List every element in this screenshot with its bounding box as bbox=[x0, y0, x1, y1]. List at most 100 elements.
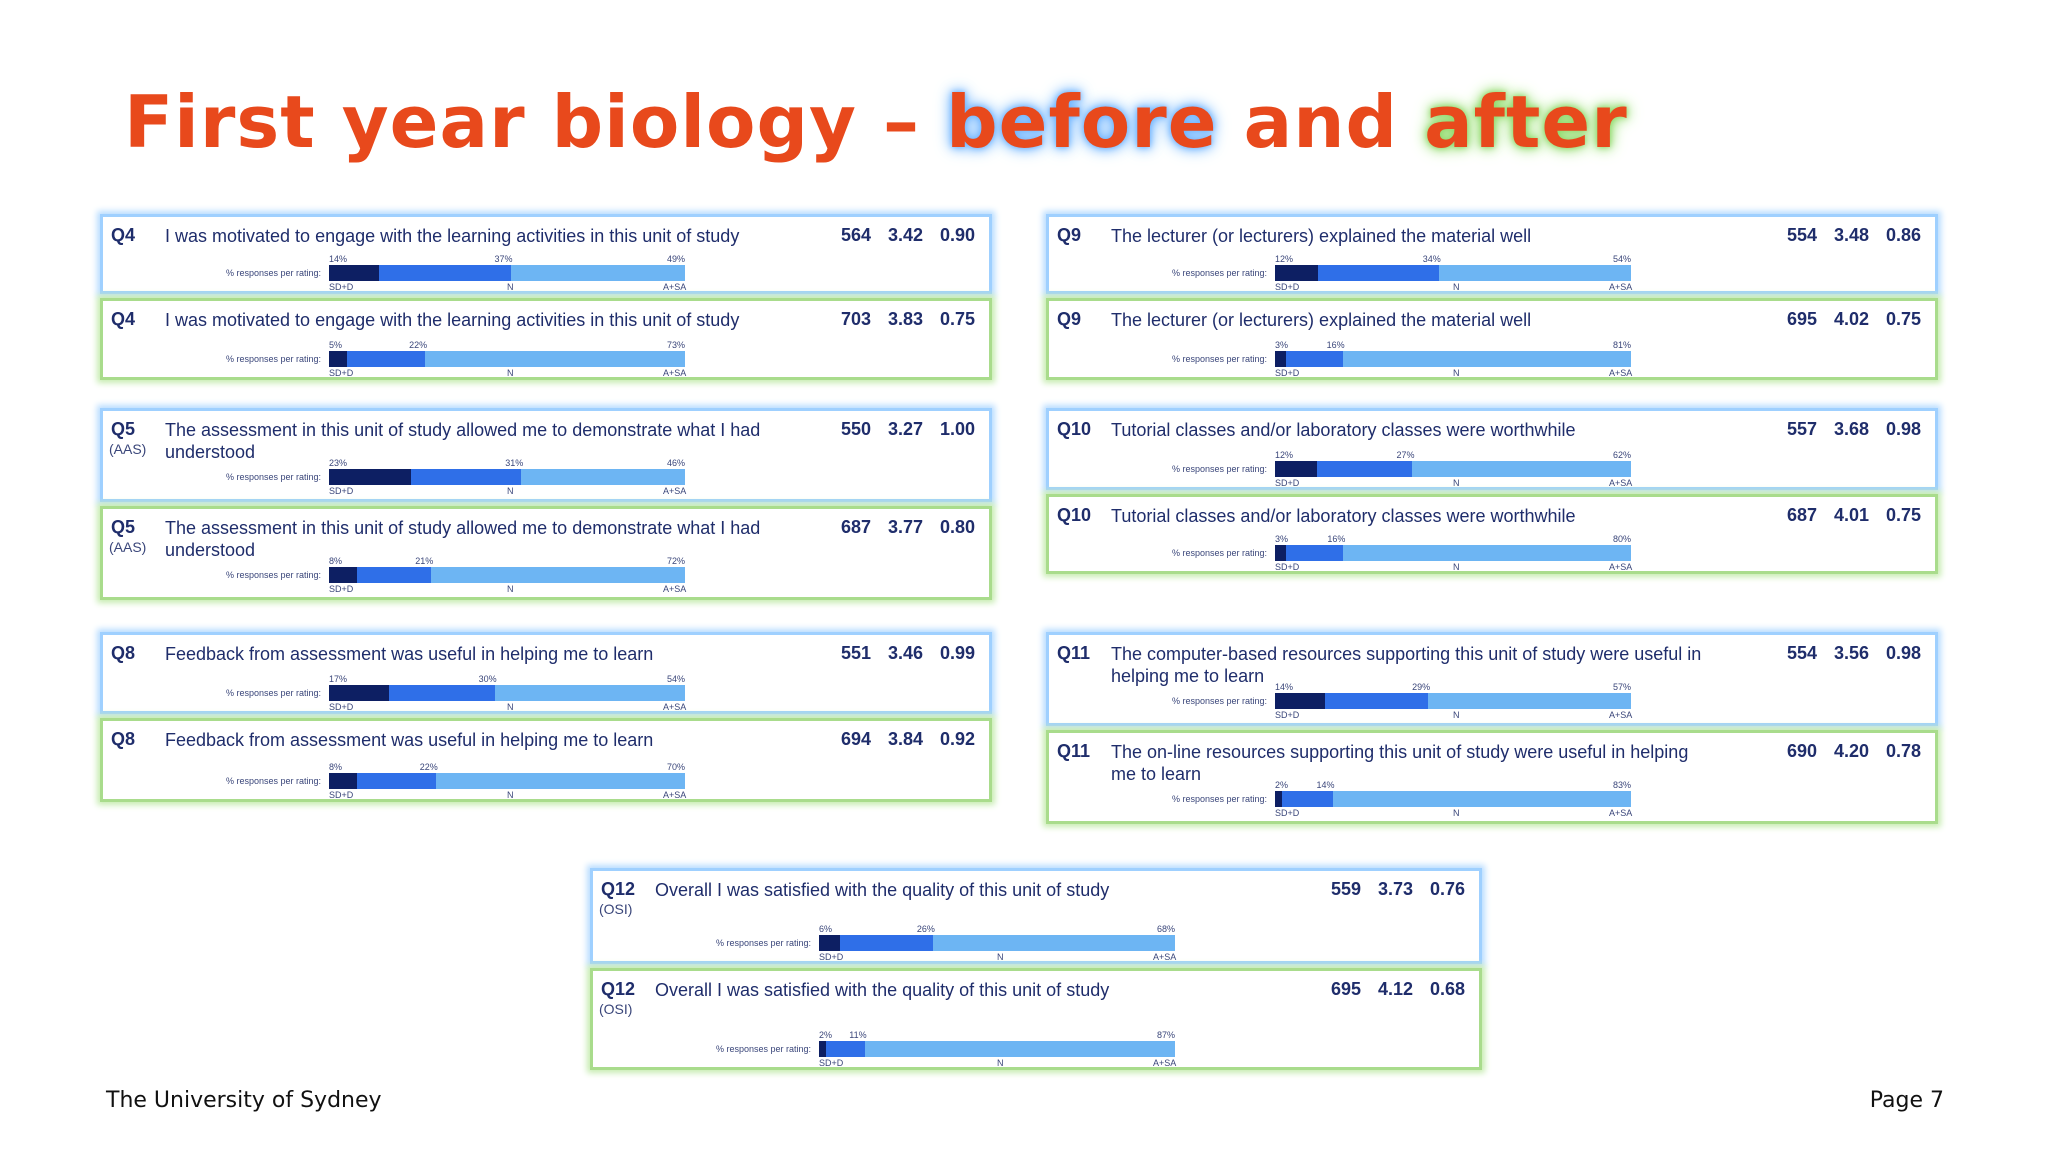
bar-segment-agree bbox=[1412, 461, 1631, 477]
percent-agree: 46% bbox=[667, 458, 686, 468]
stat-mean: 3.68 bbox=[1833, 419, 1869, 439]
stat-sd: 0.99 bbox=[939, 643, 975, 663]
bar-segment-neutral bbox=[1282, 791, 1333, 807]
question-stats: 690 4.20 0.78 bbox=[1767, 741, 1921, 762]
bar-segment-neutral bbox=[378, 265, 511, 281]
bar-segment-neutral bbox=[410, 469, 522, 485]
bar-segment-neutral bbox=[357, 773, 436, 789]
percent-disagree: 3% bbox=[1275, 340, 1289, 350]
rating-bar bbox=[1275, 265, 1631, 281]
percent-agree: 72% bbox=[667, 556, 686, 566]
rating-label: % responses per rating: bbox=[1171, 354, 1267, 364]
stat-sd: 0.75 bbox=[1885, 309, 1921, 329]
percent-agree: 68% bbox=[1157, 924, 1176, 934]
question-id: Q5 bbox=[111, 517, 136, 537]
survey-panel-q9-after: Q9 The lecturer (or lecturers) explained … bbox=[1046, 298, 1938, 380]
question-stats: 703 3.83 0.75 bbox=[821, 309, 975, 330]
percent-neutral: 26% bbox=[916, 924, 935, 934]
bar-segment-neutral bbox=[1317, 461, 1413, 477]
bar-segment-disagree bbox=[1275, 461, 1318, 477]
stat-n: 551 bbox=[840, 643, 871, 663]
question-id: Q9 bbox=[1057, 225, 1082, 245]
stat-sd: 0.98 bbox=[1885, 643, 1921, 663]
axis-mid: N bbox=[507, 486, 514, 496]
bar-segment-neutral bbox=[1285, 351, 1343, 367]
question-text: The assessment in this unit of study all… bbox=[165, 420, 761, 462]
survey-panel-q10-after: Q10 Tutorial classes and/or laboratory cl… bbox=[1046, 494, 1938, 574]
stat-n: 687 bbox=[840, 517, 871, 537]
title-prefix: First year biology – bbox=[124, 80, 947, 164]
bar-segment-agree bbox=[425, 351, 685, 367]
stat-n: 703 bbox=[840, 309, 871, 329]
stat-mean: 3.73 bbox=[1377, 879, 1413, 899]
stat-mean: 4.02 bbox=[1833, 309, 1869, 329]
axis-low: SD+D bbox=[1275, 808, 1300, 818]
bar-segment-disagree bbox=[329, 351, 347, 367]
footer-university: The University of Sydney bbox=[106, 1088, 382, 1113]
stat-mean: 3.83 bbox=[887, 309, 923, 329]
rating-bar bbox=[329, 265, 685, 281]
axis-high: A+SA bbox=[1609, 368, 1633, 378]
question-stats: 559 3.73 0.76 bbox=[1311, 879, 1465, 900]
percent-disagree: 8% bbox=[329, 762, 343, 772]
slide-title: First year biology – before and after bbox=[124, 80, 1628, 164]
percent-disagree: 3% bbox=[1275, 534, 1289, 544]
rating-label: % responses per rating: bbox=[1171, 268, 1267, 278]
stat-n: 564 bbox=[840, 225, 871, 245]
axis-low: SD+D bbox=[329, 368, 354, 378]
axis-low: SD+D bbox=[1275, 282, 1300, 292]
stat-mean: 3.27 bbox=[887, 419, 923, 439]
bar-segment-agree bbox=[435, 773, 685, 789]
axis-mid: N bbox=[507, 584, 514, 594]
percent-neutral: 14% bbox=[1316, 780, 1335, 790]
question-stats: 557 3.68 0.98 bbox=[1767, 419, 1921, 440]
survey-panel-q10-before: Q10 Tutorial classes and/or laboratory cl… bbox=[1046, 408, 1938, 490]
bar-segment-disagree bbox=[1275, 545, 1286, 561]
axis-low: SD+D bbox=[329, 790, 354, 800]
stat-mean: 4.20 bbox=[1833, 741, 1869, 761]
bar-segment-neutral bbox=[357, 567, 432, 583]
rating-label: % responses per rating: bbox=[225, 776, 321, 786]
rating-label: % responses per rating: bbox=[715, 1044, 811, 1054]
survey-panel-q9-before: Q9 The lecturer (or lecturers) explained … bbox=[1046, 214, 1938, 294]
axis-high: A+SA bbox=[663, 282, 687, 292]
axis-mid: N bbox=[507, 790, 514, 800]
bar-segment-disagree bbox=[819, 935, 841, 951]
percent-agree: 57% bbox=[1613, 682, 1632, 692]
axis-low: SD+D bbox=[819, 1058, 844, 1068]
question-id: Q4 bbox=[111, 225, 136, 245]
rating-label: % responses per rating: bbox=[1171, 794, 1267, 804]
survey-panel-q8-before: Q8 Feedback from assessment was useful in… bbox=[100, 632, 992, 714]
percent-disagree: 6% bbox=[819, 924, 833, 934]
axis-low: SD+D bbox=[329, 702, 354, 712]
question-subtag: (OSI) bbox=[599, 1001, 633, 1017]
stat-mean: 3.48 bbox=[1833, 225, 1869, 245]
axis-low: SD+D bbox=[1275, 478, 1300, 488]
axis-mid: N bbox=[1453, 562, 1460, 572]
question-text: The lecturer (or lecturers) explained th… bbox=[1111, 310, 1532, 330]
bar-segment-agree bbox=[1438, 265, 1631, 281]
rating-bar bbox=[819, 1041, 1175, 1057]
question-stats: 695 4.02 0.75 bbox=[1767, 309, 1921, 330]
question-text: The lecturer (or lecturers) explained th… bbox=[1111, 226, 1532, 246]
axis-mid: N bbox=[507, 702, 514, 712]
rating-label: % responses per rating: bbox=[225, 688, 321, 698]
axis-low: SD+D bbox=[819, 952, 844, 962]
stat-mean: 4.12 bbox=[1377, 979, 1413, 999]
rating-label: % responses per rating: bbox=[225, 268, 321, 278]
percent-neutral: 16% bbox=[1326, 340, 1345, 350]
stat-n: 554 bbox=[1786, 643, 1817, 663]
percent-disagree: 14% bbox=[1275, 682, 1294, 692]
percent-disagree: 12% bbox=[1275, 450, 1294, 460]
stat-sd: 0.92 bbox=[939, 729, 975, 749]
bar-segment-agree bbox=[932, 935, 1175, 951]
question-id: Q12 bbox=[601, 879, 636, 899]
stat-mean: 3.46 bbox=[887, 643, 923, 663]
stat-mean: 3.56 bbox=[1833, 643, 1869, 663]
percent-neutral: 16% bbox=[1327, 534, 1346, 544]
percent-neutral: 31% bbox=[505, 458, 524, 468]
survey-panel-q4-before: Q4 I was motivated to engage with the lea… bbox=[100, 214, 992, 294]
footer-page-number: Page 7 bbox=[1869, 1088, 1944, 1113]
question-id: Q8 bbox=[111, 643, 136, 663]
bar-segment-agree bbox=[865, 1041, 1175, 1057]
